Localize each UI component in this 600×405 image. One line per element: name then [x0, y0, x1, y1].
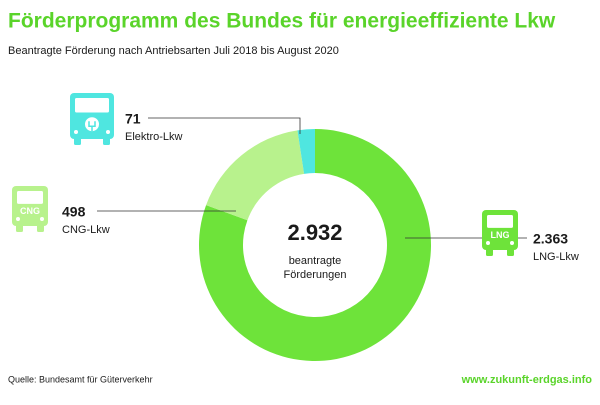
icon-wheel	[486, 248, 493, 256]
icon-window	[487, 215, 513, 228]
icon-plug	[88, 121, 96, 132]
category-label: LNG-Lkw	[533, 251, 579, 263]
center-text: Förderungen	[284, 269, 347, 281]
data-label: 2.363	[533, 231, 568, 247]
donut-segment	[198, 129, 432, 361]
icon-light	[74, 130, 78, 134]
icon-light	[510, 241, 514, 245]
donut-segment	[297, 129, 315, 174]
data-label: 498	[62, 204, 86, 220]
icon-window	[75, 98, 109, 113]
icon-light	[40, 217, 44, 221]
center-text: beantragte	[289, 255, 342, 267]
chart-subtitle: Beantragte Förderung nach Antriebsarten …	[8, 45, 339, 57]
donut-segment	[206, 130, 305, 221]
data-label: 71	[125, 111, 141, 127]
category-label: Elektro-Lkw	[125, 131, 183, 143]
icon-light	[486, 241, 490, 245]
url: www.zukunft-erdgas.info	[461, 374, 593, 386]
icon-plug	[85, 117, 99, 132]
icon-label: LNG	[491, 230, 510, 240]
icon-light	[16, 217, 20, 221]
total: 2.932	[287, 220, 342, 245]
icon-wheel	[74, 137, 81, 145]
icon-window	[17, 191, 43, 204]
icon-wheel	[103, 137, 110, 145]
icon-wheel	[16, 224, 23, 232]
category-label: CNG-Lkw	[62, 224, 110, 236]
source: Quelle: Bundesamt für Güterverkehr	[8, 374, 153, 384]
leader-line	[148, 117, 301, 134]
icon-label: CNG	[20, 206, 40, 216]
icon-wheel	[507, 248, 514, 256]
icon-light	[106, 130, 110, 134]
icon-wheel	[37, 224, 44, 232]
chart-title: Förderprogramm des Bundes für energieeff…	[8, 10, 556, 33]
